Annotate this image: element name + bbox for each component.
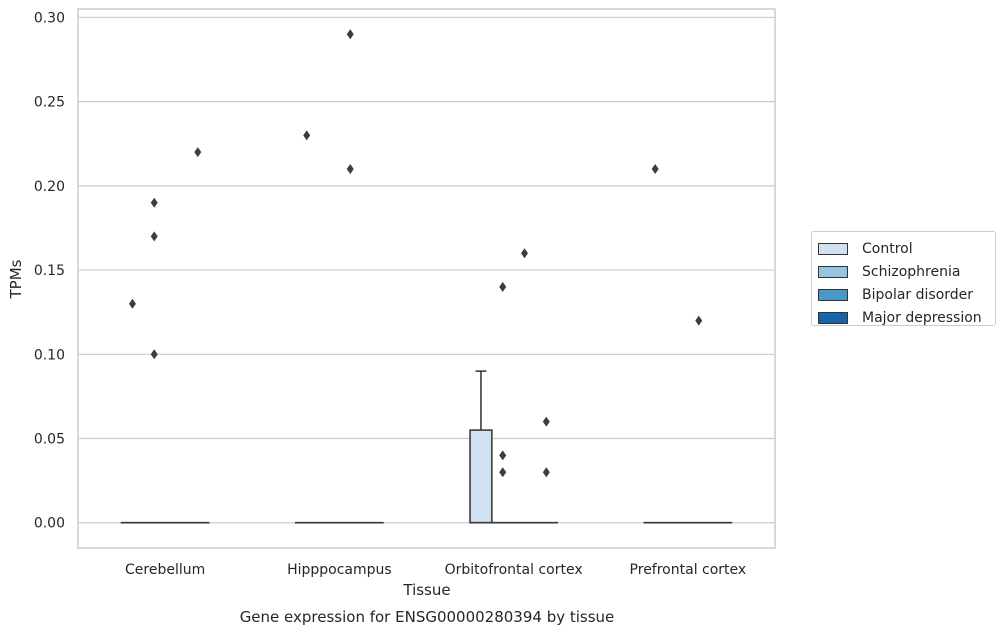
outlier-point [150, 349, 158, 360]
y-tick-label: 0.25 [34, 95, 65, 111]
y-tick-label: 0.10 [34, 347, 65, 363]
legend-swatch [818, 265, 848, 278]
legend-label: Bipolar disorder [862, 286, 974, 303]
legend: Control Schizophrenia Bipolar disorder Majo… [811, 231, 996, 326]
x-tick-label: Prefrontal cortex [630, 562, 747, 578]
y-tick-label: 0.20 [34, 179, 65, 195]
outlier-point [346, 164, 354, 175]
outlier-point [128, 298, 136, 309]
outlier-point [651, 164, 659, 175]
outlier-point [499, 450, 507, 461]
outlier-point [194, 147, 202, 158]
outlier-point [695, 315, 703, 326]
y-tick-label: 0.30 [34, 10, 65, 26]
legend-swatch [818, 288, 848, 301]
outlier-point [521, 248, 529, 259]
axes: 0.00 0.05 0.10 0.15 0.20 0.25 0.30 Cerebellum Hi… [34, 8, 776, 578]
plot-marks [120, 29, 733, 524]
legend-item: Major depression [818, 306, 995, 329]
plot-frame [77, 8, 776, 549]
chart-title: Gene expression for ENSG00000280394 by t… [240, 608, 615, 626]
y-tick-label: 0.00 [34, 516, 65, 532]
x-tick-label: Orbitofrontal cortex [445, 562, 583, 578]
y-tick-label: 0.15 [34, 263, 65, 279]
x-tick-label: Hipppocampus [287, 562, 392, 578]
outlier-point [303, 130, 311, 141]
outlier-point [542, 467, 550, 478]
legend-item: Control [818, 237, 995, 260]
legend-label: Major depression [862, 309, 982, 326]
legend-label: Schizophrenia [862, 263, 961, 280]
outlier-point [150, 231, 158, 242]
outlier-point [499, 281, 507, 292]
x-axis-label: Tissue [402, 581, 450, 599]
legend-swatch [818, 311, 848, 324]
outlier-point [499, 467, 507, 478]
legend-label: Control [862, 240, 913, 257]
outlier-point [542, 416, 550, 427]
box [469, 429, 493, 524]
gridlines [78, 16, 775, 524]
legend-item: Schizophrenia [818, 260, 995, 283]
y-axis-label: TPMs [7, 259, 25, 299]
outlier-point [150, 197, 158, 208]
legend-item: Bipolar disorder [818, 283, 995, 306]
outlier-point [346, 29, 354, 40]
legend-swatch [818, 242, 848, 255]
x-tick-label: Cerebellum [125, 562, 205, 578]
y-tick-label: 0.05 [34, 432, 65, 448]
